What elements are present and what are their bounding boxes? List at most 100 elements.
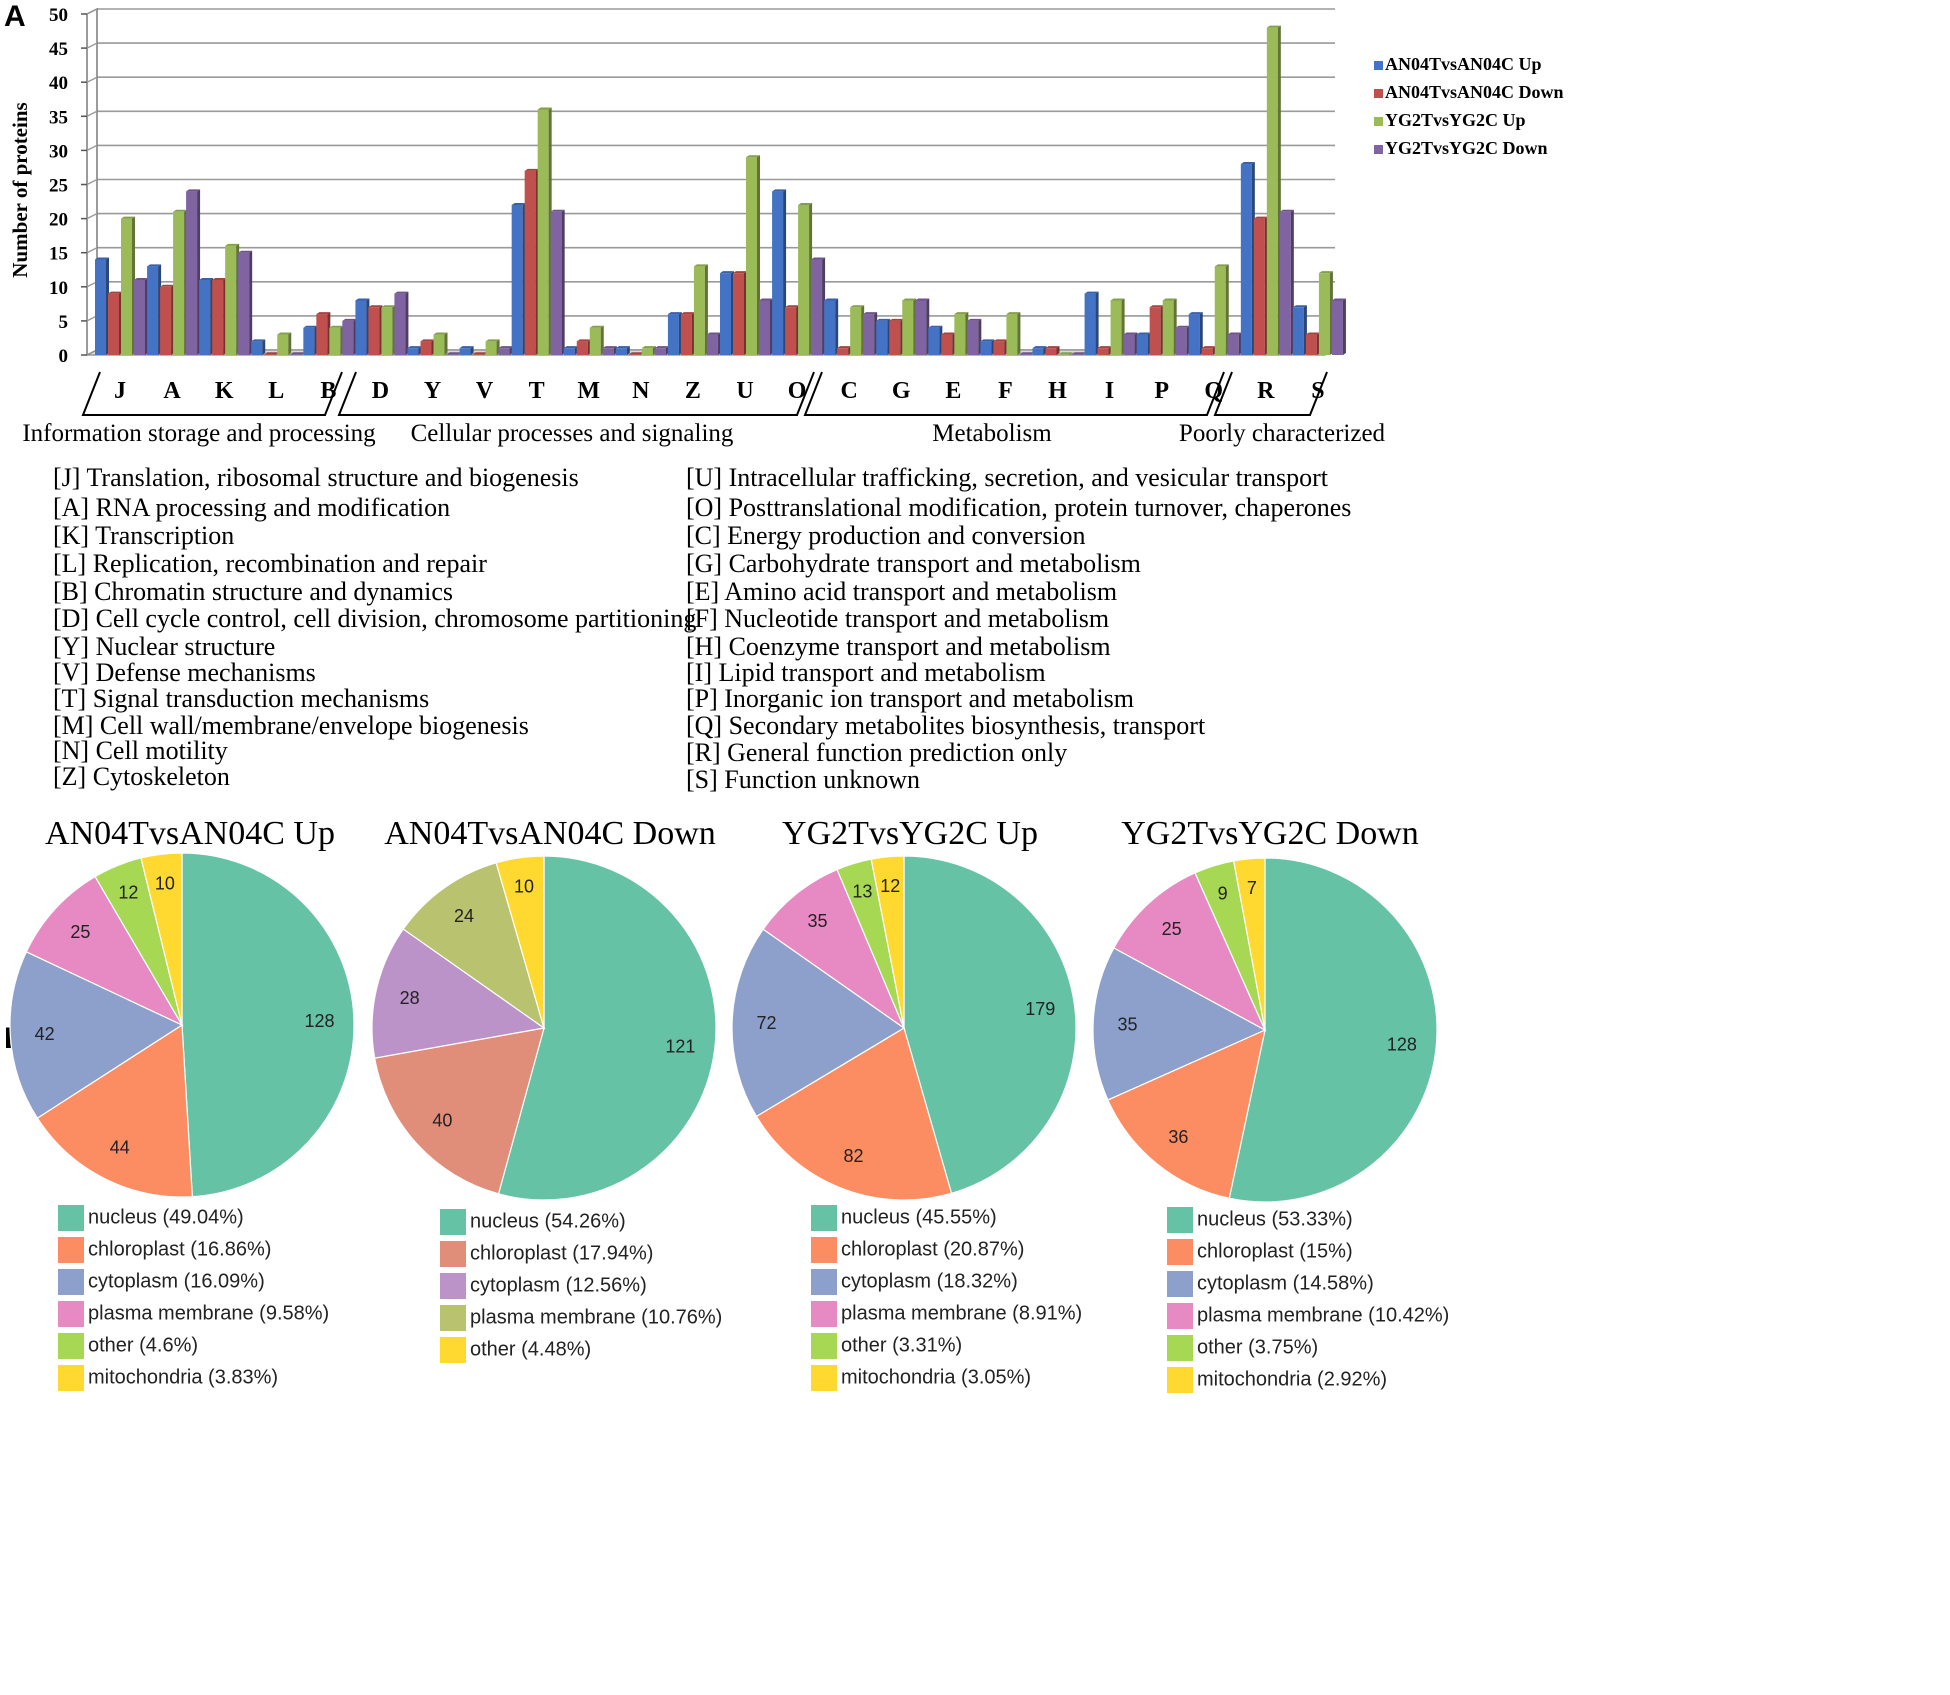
bar-top	[446, 352, 461, 355]
pie-slice	[1228, 857, 1438, 1203]
pie-legend-item: cytoplasm (12.56%)	[440, 1270, 722, 1302]
x-tick-label: U	[736, 378, 753, 404]
pie-legend-item: plasma membrane (10.42%)	[1167, 1300, 1449, 1332]
pie-legend: nucleus (53.33%) chloroplast (15%) cytopla…	[1167, 1204, 1449, 1396]
pie-title: AN04TvsAN04C Down	[384, 815, 716, 852]
pie-legend-label: nucleus (45.55%)	[841, 1206, 997, 1229]
bar-top	[628, 352, 643, 355]
gridline-side	[86, 76, 98, 83]
legend-swatch	[1374, 61, 1383, 70]
pie-legend-swatch	[58, 1268, 84, 1295]
bar-front	[746, 157, 757, 355]
x-tick-label: C	[840, 378, 857, 404]
bar-front	[342, 320, 354, 355]
bar-top	[1019, 352, 1034, 355]
pie-legend-swatch	[811, 1268, 837, 1295]
x-tick-label: Y	[424, 378, 441, 404]
bar-top	[1305, 332, 1320, 335]
bar-top	[915, 298, 930, 301]
pie-legend-label: other (3.75%)	[1197, 1336, 1319, 1359]
bar-front	[1266, 27, 1278, 355]
bar-front	[615, 348, 627, 355]
pie-slice	[755, 1027, 953, 1201]
bar-top	[1123, 332, 1138, 335]
bar-front	[1331, 300, 1343, 355]
bar-top	[1162, 298, 1177, 301]
pie-legend-label: mitochondria (3.83%)	[88, 1366, 279, 1389]
bar-front	[316, 314, 328, 355]
legend-swatch	[1374, 145, 1383, 154]
pie-legend-swatch	[1167, 1334, 1193, 1361]
group-label: Information storage and processing	[22, 420, 376, 447]
bar	[394, 291, 409, 355]
pie-legend-label: cytoplasm (16.09%)	[88, 1270, 265, 1293]
bar-top	[303, 325, 318, 328]
pie-legend-item: chloroplast (17.94%)	[440, 1238, 722, 1270]
bar-front	[459, 348, 471, 355]
pie-legend-label: plasma membrane (10.76%)	[470, 1306, 723, 1329]
bar-front	[381, 307, 393, 355]
bar-front	[1292, 307, 1304, 355]
pie-legend-label: other (3.31%)	[841, 1334, 963, 1357]
x-tick-label: I	[1105, 378, 1114, 404]
pie-slice-label: 42	[35, 1024, 55, 1044]
pie-legend-swatch	[440, 1304, 466, 1331]
bar-front	[1214, 266, 1226, 355]
bar-top	[863, 312, 878, 315]
bar-top	[941, 332, 956, 335]
bar-front	[225, 245, 237, 355]
bar-top	[576, 339, 591, 342]
pie-chart: 128 36 35 25 9 7	[1092, 857, 1438, 1203]
bar-front	[303, 327, 315, 355]
x-tick-label: M	[577, 378, 600, 404]
pie-slice	[495, 855, 545, 1029]
x-tick-label: V	[476, 378, 494, 404]
bar-front	[147, 266, 159, 355]
pie-slice-label: 128	[305, 1011, 335, 1031]
pie-slice-label: 10	[514, 877, 534, 897]
pie-slice	[762, 868, 906, 1030]
group-label: Poorly characterized	[1179, 420, 1386, 447]
bar-top	[511, 202, 526, 205]
bar-front	[850, 307, 862, 355]
bar-top	[1136, 332, 1151, 335]
bar-front	[680, 314, 692, 355]
bar-top	[277, 332, 292, 335]
bar-top	[811, 257, 826, 260]
bar-top	[212, 277, 227, 280]
bar	[1214, 264, 1229, 355]
bar-front	[1201, 348, 1213, 355]
bar-top	[902, 298, 917, 301]
bar-top	[1175, 325, 1190, 328]
bar-top	[759, 298, 773, 301]
bar-front	[915, 300, 927, 355]
bar-top	[850, 305, 865, 308]
bar-top	[485, 339, 500, 342]
bar-top	[602, 346, 617, 349]
bar-side	[249, 250, 253, 355]
bar-top	[1318, 271, 1333, 274]
bar-front	[277, 334, 289, 355]
pie-legend-item: cytoplasm (16.09%)	[58, 1266, 329, 1298]
pie-legend: nucleus (49.04%) chloroplast (16.86%) cyto…	[58, 1202, 329, 1394]
pie-legend-label: cytoplasm (18.32%)	[841, 1270, 1018, 1293]
pie-legend-label: cytoplasm (14.58%)	[1197, 1272, 1374, 1295]
pie-slice	[25, 875, 184, 1027]
bar-top	[381, 305, 396, 308]
bar-front	[511, 204, 523, 355]
bar-front	[121, 218, 132, 355]
bar	[1188, 312, 1203, 355]
bar-front	[863, 314, 875, 355]
bar	[1058, 352, 1073, 355]
bar-front	[1071, 354, 1083, 355]
bar-front	[1006, 314, 1018, 355]
bar-front	[251, 341, 263, 355]
bar-front	[420, 341, 432, 355]
bar-front	[173, 211, 185, 355]
pie-legend-item: chloroplast (20.87%)	[811, 1234, 1082, 1266]
bar-top	[1214, 264, 1229, 267]
bar-front	[902, 300, 914, 355]
bar-front	[706, 334, 718, 355]
bar-top	[667, 312, 682, 315]
pie-legend-item: chloroplast (16.86%)	[58, 1234, 329, 1266]
